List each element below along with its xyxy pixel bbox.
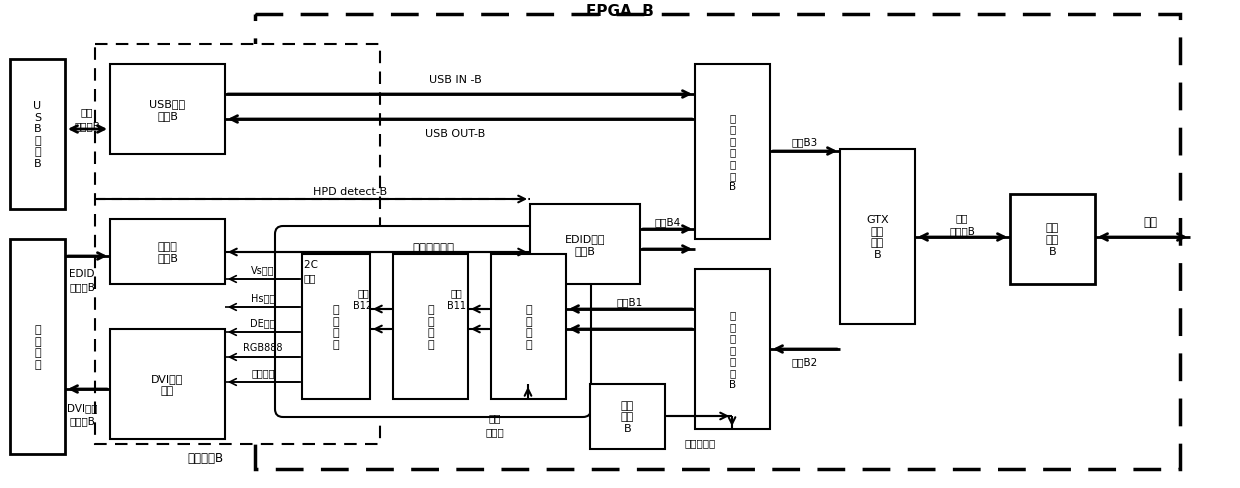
Text: 总线B1: 总线B1 [616, 296, 644, 306]
FancyBboxPatch shape [529, 204, 640, 285]
FancyBboxPatch shape [491, 254, 565, 399]
FancyBboxPatch shape [10, 60, 64, 209]
FancyBboxPatch shape [694, 65, 770, 240]
Text: 数
据
解
帧
模
块
B: 数 据 解 帧 模 块 B [729, 309, 737, 389]
Text: I2C: I2C [301, 260, 319, 269]
Text: 信号线B: 信号线B [74, 121, 100, 131]
Text: Vs信号: Vs信号 [252, 264, 275, 274]
Text: 数
据
封
帧
模
块
B: 数 据 封 帧 模 块 B [729, 112, 737, 192]
FancyBboxPatch shape [275, 226, 591, 417]
Text: 中继器
芯片B: 中继器 芯片B [157, 241, 177, 263]
Text: 时钟数据线: 时钟数据线 [684, 437, 715, 447]
Text: B12: B12 [353, 301, 372, 310]
Text: EDID处理
模块B: EDID处理 模块B [564, 234, 605, 255]
Text: B11: B11 [446, 301, 465, 310]
FancyBboxPatch shape [694, 269, 770, 429]
Text: DVI视频: DVI视频 [67, 402, 97, 412]
Text: 视
频
恢
复: 视 频 恢 复 [428, 305, 434, 349]
Text: 数据线B: 数据线B [69, 415, 95, 425]
Text: 总线: 总线 [304, 272, 316, 283]
Text: DE信号: DE信号 [250, 317, 275, 327]
FancyBboxPatch shape [95, 45, 379, 444]
Text: 串行: 串行 [956, 213, 968, 223]
Text: 时钟
模块
B: 时钟 模块 B [621, 400, 634, 433]
Text: 时钟: 时钟 [489, 412, 501, 422]
Text: 显
示
设
备: 显 示 设 备 [35, 325, 41, 369]
Text: 总线: 总线 [357, 287, 368, 297]
Text: 光电
模块
B: 光电 模块 B [1045, 223, 1059, 256]
Text: 总线B3: 总线B3 [792, 137, 818, 147]
Text: 键鼠: 键鼠 [81, 107, 93, 117]
Text: 信号线B: 信号线B [949, 225, 975, 236]
Text: USB OUT-B: USB OUT-B [425, 129, 485, 139]
FancyBboxPatch shape [839, 150, 915, 325]
FancyBboxPatch shape [1011, 195, 1095, 285]
Text: 总线B2: 总线B2 [792, 356, 818, 366]
Text: 视
频
解
码: 视 频 解 码 [526, 305, 532, 349]
FancyBboxPatch shape [110, 65, 224, 155]
FancyBboxPatch shape [10, 240, 64, 454]
Text: FPGA  B: FPGA B [587, 4, 653, 20]
Text: 色
彩
转
换: 色 彩 转 换 [332, 305, 340, 349]
Text: 数据线B: 数据线B [69, 282, 95, 291]
Text: HPD detect-B: HPD detect-B [312, 186, 387, 197]
Text: RGB888: RGB888 [243, 342, 283, 352]
FancyBboxPatch shape [110, 220, 224, 285]
Text: Hs信号: Hs信号 [250, 292, 275, 303]
Text: EDID: EDID [69, 268, 94, 279]
Text: USB接口
芯片B: USB接口 芯片B [150, 99, 186, 121]
Text: 总线B4: 总线B4 [655, 217, 681, 226]
FancyBboxPatch shape [393, 254, 467, 399]
Text: 接口模块B: 接口模块B [187, 450, 223, 464]
Text: USB IN -B: USB IN -B [429, 75, 481, 85]
FancyBboxPatch shape [110, 329, 224, 439]
FancyBboxPatch shape [590, 384, 665, 449]
FancyBboxPatch shape [303, 254, 370, 399]
Text: DVI编码
芯片: DVI编码 芯片 [151, 373, 184, 395]
Text: GTX
收发
模块
B: GTX 收发 模块 B [867, 215, 889, 259]
Text: 视频还原模块: 视频还原模块 [412, 241, 454, 254]
FancyBboxPatch shape [255, 15, 1180, 469]
Text: 信号线: 信号线 [486, 426, 505, 436]
Text: 光纤: 光纤 [1143, 215, 1157, 228]
Text: U
S
B
设
备
B: U S B 设 备 B [33, 101, 42, 169]
Text: 像素时钟: 像素时钟 [252, 367, 275, 377]
Text: 总线: 总线 [450, 287, 461, 297]
